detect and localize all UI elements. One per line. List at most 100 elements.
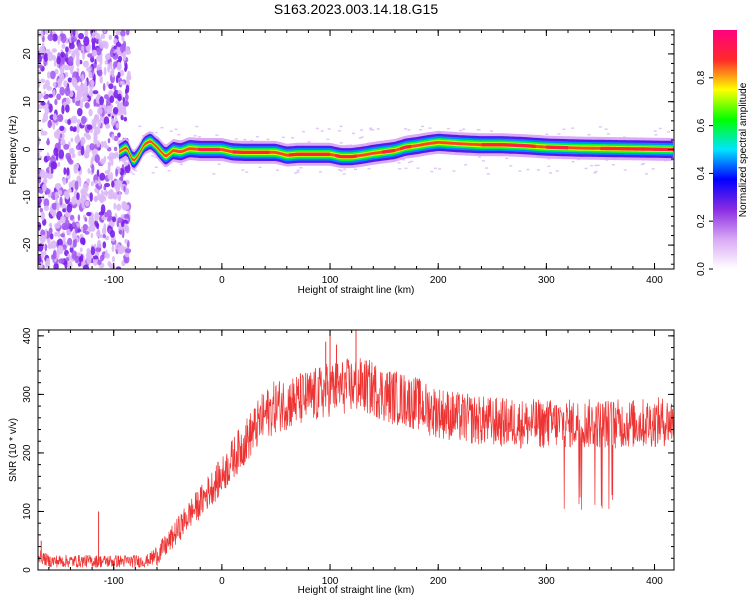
noise-blob (69, 125, 74, 132)
noise-blob (102, 140, 107, 148)
halo-dot (407, 129, 411, 131)
noise-blob (91, 37, 97, 45)
noise-blob (60, 51, 66, 58)
halo-dot (369, 127, 373, 130)
x-tick-label: 300 (538, 275, 555, 286)
noise-blob (87, 168, 91, 174)
noise-blob (74, 30, 79, 39)
halo-dot (438, 168, 441, 170)
noise-blob (67, 56, 74, 66)
noise-blob (62, 177, 67, 186)
noise-blob (47, 244, 54, 249)
noise-blob (46, 155, 51, 161)
noise-blob (103, 66, 107, 76)
noise-blob (124, 248, 132, 254)
noise-blob (88, 108, 93, 117)
noise-blob (111, 244, 115, 252)
noise-blob (100, 33, 106, 39)
x-tick-label: 200 (430, 576, 447, 587)
x-tick-label: -100 (104, 576, 124, 587)
y-tick-label: 300 (22, 386, 33, 403)
noise-blob (75, 144, 82, 151)
noise-blob (99, 172, 106, 181)
noise-blob (124, 46, 130, 55)
halo-dot (217, 163, 221, 165)
halo-dot (653, 130, 657, 132)
noise-blob (116, 46, 120, 55)
noise-blob (64, 86, 71, 97)
halo-dot (234, 138, 238, 140)
halo-dot (410, 160, 414, 163)
noise-blob (111, 180, 115, 188)
noise-blob (97, 107, 103, 115)
noise-blob (98, 180, 102, 187)
halo-dot (320, 130, 324, 132)
halo-dot (667, 131, 671, 133)
noise-blob (64, 212, 71, 218)
halo-dot (416, 167, 420, 169)
noise-blob (65, 46, 69, 53)
noise-blob (99, 57, 103, 66)
noise-blob (38, 31, 41, 37)
noise-blob (39, 261, 43, 269)
noise-blob (59, 72, 65, 82)
noise-blob (113, 85, 117, 91)
noise-blob (71, 152, 76, 159)
noise-blob (60, 33, 67, 44)
noise-blob (115, 122, 120, 129)
halo-dot (154, 156, 158, 159)
noise-blob (90, 79, 95, 87)
noise-blob (54, 183, 62, 190)
noise-blob (112, 216, 116, 223)
noise-blob (80, 137, 85, 147)
noise-blob (103, 223, 107, 232)
noise-blob (43, 84, 46, 90)
noise-blob (112, 255, 115, 263)
noise-blob (89, 88, 94, 98)
noise-blob (65, 257, 70, 262)
spectrogram-y-ticks: -20 -10 0 10 20 (22, 34, 674, 265)
halo-dot (623, 169, 627, 171)
noise-blob (104, 182, 111, 188)
noise-blob (93, 196, 99, 202)
noise-blob (123, 100, 129, 107)
halo-dot (281, 136, 285, 139)
noise-blob (80, 226, 84, 233)
noise-blob (52, 82, 57, 88)
noise-blob (99, 114, 103, 122)
noise-blob (90, 232, 94, 239)
noise-blob (96, 259, 102, 265)
halo-dot (169, 130, 173, 132)
halo-dot (327, 128, 331, 130)
noise-blob (115, 100, 120, 105)
halo-dot (654, 134, 658, 136)
noise-blob (74, 96, 81, 102)
noise-blob (100, 140, 104, 149)
halo-dot (434, 167, 437, 170)
noise-blob (88, 216, 95, 227)
noise-blob (110, 74, 115, 84)
halo-dot (307, 141, 311, 143)
noise-blob (92, 255, 99, 260)
noise-blob (47, 120, 52, 129)
halo-dot (555, 170, 559, 172)
noise-blob (103, 30, 107, 34)
snr-x-ticks: -100 0 100 200 300 400 (48, 330, 663, 587)
noise-blob (107, 190, 113, 196)
noise-blob (58, 189, 63, 196)
noise-blob (124, 239, 128, 244)
spectrogram-x-label: Height of straight line (km) (298, 285, 415, 296)
noise-blob (38, 197, 42, 205)
noise-blob (43, 178, 48, 184)
noise-blob (117, 89, 122, 95)
noise-blob (83, 132, 90, 138)
noise-blob (123, 106, 127, 114)
halo-dot (195, 125, 199, 128)
halo-dot (421, 125, 424, 128)
noise-blob (67, 260, 73, 269)
halo-dot (593, 172, 597, 174)
noise-blob (99, 75, 103, 84)
halo-dot (604, 128, 608, 130)
noise-blob (80, 45, 85, 52)
halo-dot (122, 161, 126, 163)
